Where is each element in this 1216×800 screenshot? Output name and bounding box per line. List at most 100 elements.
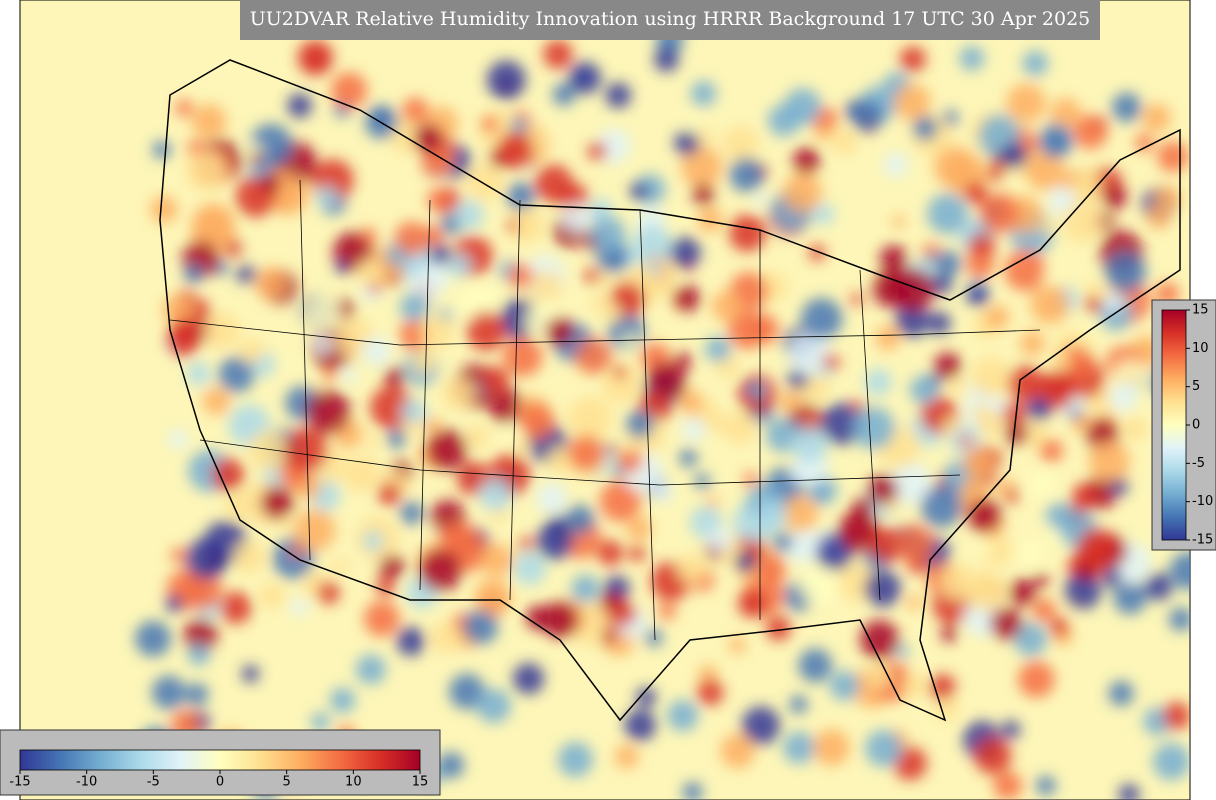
field-blob: [170, 547, 187, 563]
field-blob: [1154, 185, 1181, 212]
field-blob: [151, 675, 186, 710]
field-blob: [589, 216, 626, 253]
field-blob: [254, 266, 288, 300]
field-blob: [645, 628, 663, 647]
field-blob: [405, 420, 421, 437]
field-blob: [697, 207, 724, 233]
field-blob: [829, 670, 860, 701]
field-blob: [913, 116, 938, 141]
field-blob: [191, 104, 227, 139]
field-blob: [602, 303, 622, 323]
coastline: [159, 59, 1181, 722]
field-blob: [971, 357, 1012, 398]
field-blob: [552, 83, 576, 106]
field-blob: [838, 510, 879, 551]
field-blob: [605, 82, 632, 109]
field-blob: [185, 150, 227, 191]
field-blob: [971, 403, 992, 424]
field-blob: [330, 72, 368, 109]
field-blob: [447, 253, 472, 278]
field-blob: [654, 47, 679, 72]
field-blob: [385, 246, 406, 266]
field-blob: [875, 325, 901, 351]
field-blob: [652, 481, 673, 502]
field-blob: [567, 435, 605, 472]
field-blob: [211, 458, 245, 492]
field-blob: [536, 483, 568, 514]
field-blob: [1045, 369, 1076, 400]
field-blob: [163, 294, 194, 325]
field-blob: [218, 356, 255, 393]
field-blob: [798, 648, 833, 683]
title-box: [240, 0, 1100, 40]
field-blob: [820, 403, 863, 445]
field-blob: [513, 552, 547, 585]
field-blob: [1001, 720, 1021, 740]
field-blob: [1025, 150, 1066, 191]
field-blob: [584, 268, 600, 284]
field-blob: [412, 350, 436, 375]
field-blob: [376, 577, 395, 597]
field-blob: [755, 499, 788, 532]
field-blob: [1013, 622, 1048, 657]
field-blob: [512, 663, 545, 695]
colorbar-tick-label: -10: [1192, 494, 1213, 509]
colorbar-tick-label: 10: [1192, 341, 1209, 356]
field-blob: [698, 664, 718, 684]
field-blob: [978, 540, 993, 555]
field-blob: [720, 733, 755, 769]
field-blob: [1162, 702, 1190, 730]
field-blob: [647, 261, 662, 276]
field-blob: [1034, 573, 1049, 588]
field-blob: [289, 544, 304, 558]
field-blob: [1019, 540, 1044, 565]
field-blob: [1113, 580, 1147, 615]
field-blob: [514, 438, 530, 454]
field-blob: [682, 417, 706, 442]
field-blob: [658, 602, 676, 620]
field-blob: [1069, 407, 1083, 421]
field-blob: [402, 97, 429, 124]
field-blob: [454, 200, 484, 230]
field-blob: [750, 383, 767, 400]
field-blob: [384, 366, 405, 388]
field-blob: [679, 448, 698, 467]
colorbar-tick-label: 5: [1192, 379, 1200, 394]
field-blob: [1050, 97, 1081, 128]
field-blob: [902, 674, 927, 699]
field-blob: [985, 305, 1010, 330]
field-blob: [753, 192, 768, 207]
field-blob: [449, 673, 485, 710]
field-blob: [203, 312, 241, 350]
field-blob: [1071, 483, 1099, 511]
field-blob: [506, 219, 519, 232]
field-blob: [869, 527, 905, 563]
field-blob: [801, 297, 843, 340]
field-blob: [310, 712, 330, 732]
field-blob: [711, 291, 743, 322]
field-blob: [852, 407, 895, 450]
field-blob: [506, 182, 536, 211]
field-blob: [399, 292, 429, 322]
colorbar-tick-label: -15: [1192, 533, 1213, 548]
field-blob: [1088, 440, 1130, 482]
field-blob: [259, 582, 286, 609]
field-blob: [466, 311, 506, 351]
field-blob: [370, 386, 414, 430]
field-blob: [1104, 251, 1146, 293]
field-blob: [818, 365, 832, 378]
field-blob: [315, 186, 338, 209]
field-blob: [1049, 617, 1069, 636]
field-blob: [329, 687, 356, 713]
field-blob: [706, 496, 719, 509]
field-blob: [239, 338, 265, 364]
field-blob: [1020, 420, 1048, 448]
field-blob: [363, 530, 384, 551]
field-blob: [1019, 330, 1045, 356]
field-blob: [1036, 775, 1056, 796]
field-blob: [377, 482, 401, 506]
field-blob: [480, 543, 514, 577]
field-blob: [792, 147, 820, 175]
field-blob: [510, 117, 528, 136]
field-blob: [400, 399, 427, 426]
